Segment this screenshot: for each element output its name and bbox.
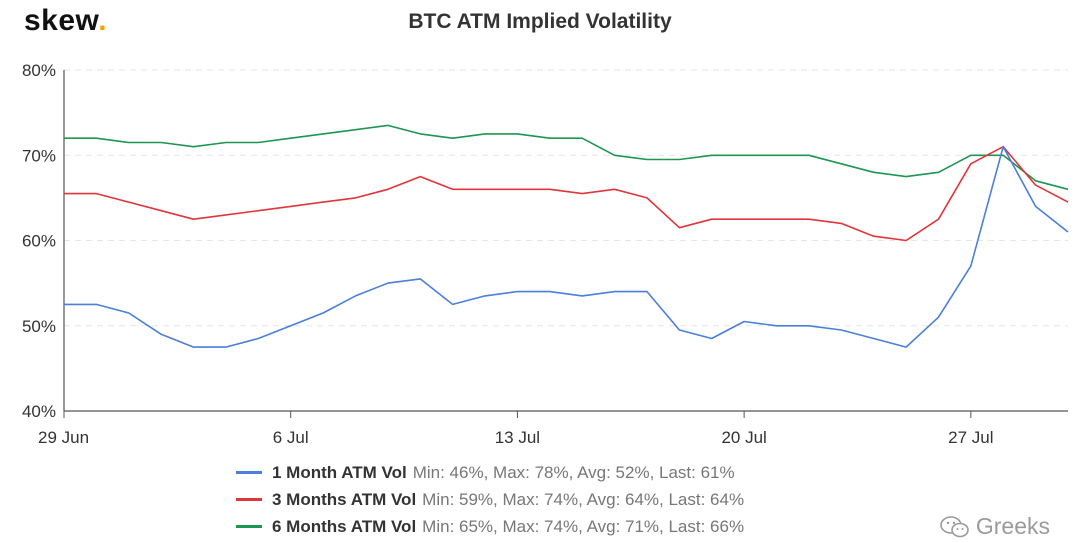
- x-tick-label: 6 Jul: [273, 428, 309, 447]
- y-tick-label: 80%: [22, 61, 56, 80]
- x-axis: 29 Jun 6 Jul 13 Jul 20 Jul 27 Jul: [38, 70, 994, 447]
- series-line-1: [64, 145, 1069, 348]
- x-tick-label: 27 Jul: [948, 428, 993, 447]
- y-tick-label: 60%: [22, 232, 56, 251]
- y-tick-label: 70%: [22, 146, 56, 165]
- y-tick-label: 50%: [22, 317, 56, 336]
- logo-text: skew: [24, 4, 99, 37]
- series-line-3: [64, 124, 1069, 191]
- legend-swatch: [236, 525, 262, 528]
- legend-item[interactable]: 6 Months ATM Vol Min: 65%, Max: 74%, Avg:…: [236, 513, 744, 540]
- x-tick-label: 20 Jul: [721, 428, 766, 447]
- grid-lines: [64, 69, 1068, 412]
- legend-series-name: 3 Months ATM Vol: [272, 490, 417, 509]
- x-tick-label: 13 Jul: [495, 428, 540, 447]
- series-line-2: [64, 145, 1069, 242]
- skew-logo: skew.: [24, 4, 107, 38]
- wechat-icon: [940, 515, 969, 537]
- watermark: Greeks: [940, 513, 1050, 540]
- watermark-text: Greeks: [975, 513, 1050, 539]
- legend-stats: Min: 65%, Max: 74%, Avg: 71%, Last: 66%: [422, 517, 745, 536]
- legend-swatch: [236, 471, 262, 474]
- legend-series-name: 6 Months ATM Vol: [272, 517, 417, 536]
- legend-item[interactable]: 3 Months ATM Vol Min: 59%, Max: 74%, Avg:…: [236, 486, 744, 513]
- y-axis-labels: 40% 50% 60% 70% 80%: [22, 61, 56, 421]
- series-lines: [64, 124, 1069, 348]
- legend-stats: Min: 46%, Max: 78%, Avg: 52%, Last: 61%: [412, 463, 735, 482]
- logo-dot: .: [98, 4, 108, 37]
- legend-swatch: [236, 498, 262, 501]
- chart-title: BTC ATM Implied Volatility: [408, 10, 672, 33]
- y-tick-label: 40%: [22, 402, 56, 421]
- legend-stats: Min: 59%, Max: 74%, Avg: 64%, Last: 64%: [422, 490, 745, 509]
- legend-item[interactable]: 1 Month ATM Vol Min: 46%, Max: 78%, Avg: …: [236, 459, 744, 486]
- legend-series-name: 1 Month ATM Vol: [272, 463, 407, 482]
- legend: 1 Month ATM Vol Min: 46%, Max: 78%, Avg: …: [236, 459, 744, 540]
- x-tick-label: 29 Jun: [38, 428, 89, 447]
